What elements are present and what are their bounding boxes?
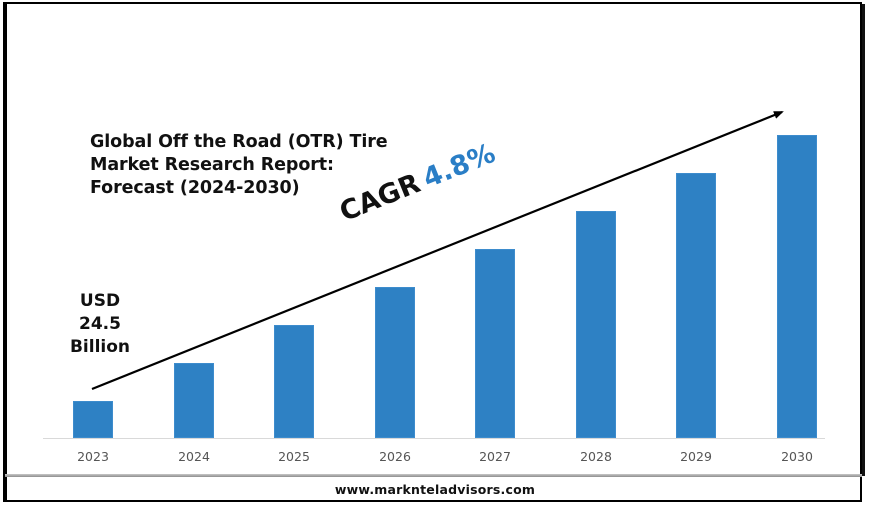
- bar-2023: [73, 401, 113, 438]
- x-tick-label: 2025: [278, 449, 310, 464]
- x-tick-label: 2027: [479, 449, 511, 464]
- bar-2030: [777, 135, 817, 438]
- frame-shadow-left: [3, 4, 7, 478]
- x-tick-label: 2026: [379, 449, 411, 464]
- bar-2029: [676, 173, 716, 438]
- bar-2026: [375, 287, 415, 438]
- x-tick-label: 2028: [580, 449, 612, 464]
- x-axis-line: [43, 438, 825, 439]
- base-value-annotation: USD 24.5 Billion: [60, 290, 140, 359]
- x-tick-label: 2029: [680, 449, 712, 464]
- footer-divider: [5, 474, 862, 477]
- bar-2025: [274, 325, 314, 438]
- bar-2027: [475, 249, 515, 438]
- base-value-unit: Billion: [69, 337, 131, 357]
- chart-title: Global Off the Road (OTR) Tire Market Re…: [90, 132, 388, 198]
- x-tick-label: 2030: [781, 449, 813, 464]
- x-tick-label: 2023: [77, 449, 109, 464]
- base-value-currency: USD: [79, 291, 121, 311]
- frame-shadow-right: [862, 4, 865, 476]
- x-tick-label: 2024: [178, 449, 210, 464]
- bar-2028: [576, 211, 616, 438]
- base-value-amount: 24.5: [79, 314, 121, 334]
- bar-2024: [174, 363, 214, 438]
- footer-website: www.marknteladvisors.com: [334, 482, 536, 497]
